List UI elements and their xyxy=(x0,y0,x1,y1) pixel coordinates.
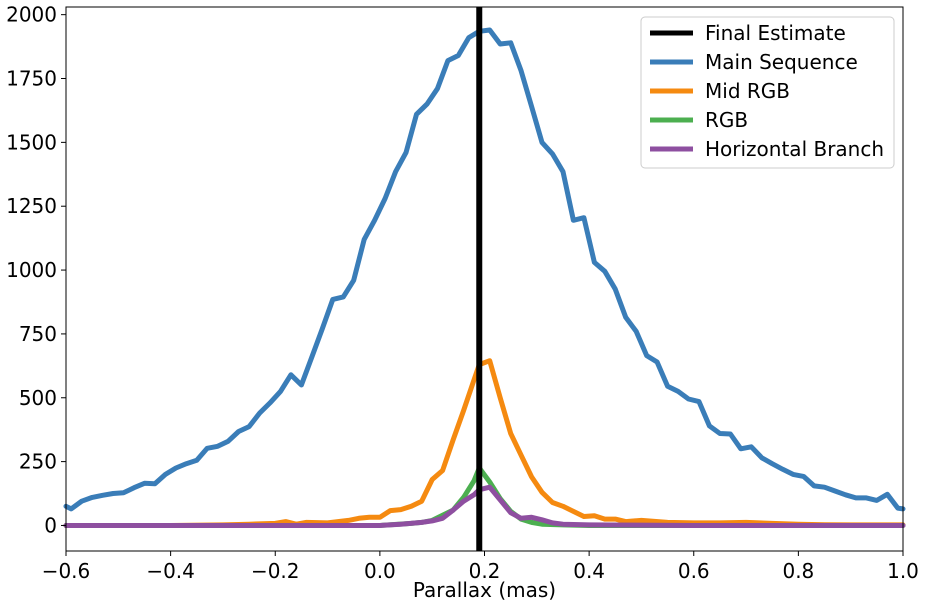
x-tick-label: 1.0 xyxy=(887,559,919,583)
y-tick-label: 1250 xyxy=(6,194,57,218)
y-tick-label: 250 xyxy=(19,450,57,474)
legend-label-main-sequence: Main Sequence xyxy=(705,50,858,74)
y-tick-label: 2000 xyxy=(6,3,57,27)
y-axis-ticks: 0 250 500 750 1000 1250 1500 1750 2000 xyxy=(6,3,66,537)
series-line-mid-rgb xyxy=(63,358,906,528)
legend-label-rgb: RGB xyxy=(705,108,748,132)
y-tick-label: 500 xyxy=(19,386,57,410)
x-tick-label: 0.0 xyxy=(364,559,396,583)
y-tick-label: 1000 xyxy=(6,258,57,282)
legend-label-mid-rgb: Mid RGB xyxy=(705,79,790,103)
x-tick-label: −0.6 xyxy=(42,559,91,583)
x-tick-label: −0.4 xyxy=(146,559,195,583)
y-tick-label: 1750 xyxy=(6,67,57,91)
x-tick-label: −0.2 xyxy=(251,559,300,583)
series-line-main-sequence xyxy=(63,27,906,512)
legend: Final Estimate Main Sequence Mid RGB RGB… xyxy=(640,16,895,169)
legend-box xyxy=(640,16,895,169)
y-tick-label: 1500 xyxy=(6,130,57,154)
x-axis-ticks: −0.6 −0.4 −0.2 0.0 0.2 0.4 0.6 0.8 1.0 xyxy=(42,551,919,583)
x-tick-label: 0.8 xyxy=(782,559,814,583)
x-axis-label: Parallax (mas) xyxy=(413,578,556,602)
legend-label-final-estimate: Final Estimate xyxy=(705,21,846,45)
series-line-horizontal-branch xyxy=(63,484,906,528)
y-tick-label: 0 xyxy=(44,513,57,537)
x-tick-label: 0.2 xyxy=(469,559,501,583)
legend-label-horizontal-branch: Horizontal Branch xyxy=(705,137,884,161)
x-tick-label: 0.4 xyxy=(573,559,605,583)
y-tick-label: 750 xyxy=(19,322,57,346)
x-tick-label: 0.6 xyxy=(678,559,710,583)
